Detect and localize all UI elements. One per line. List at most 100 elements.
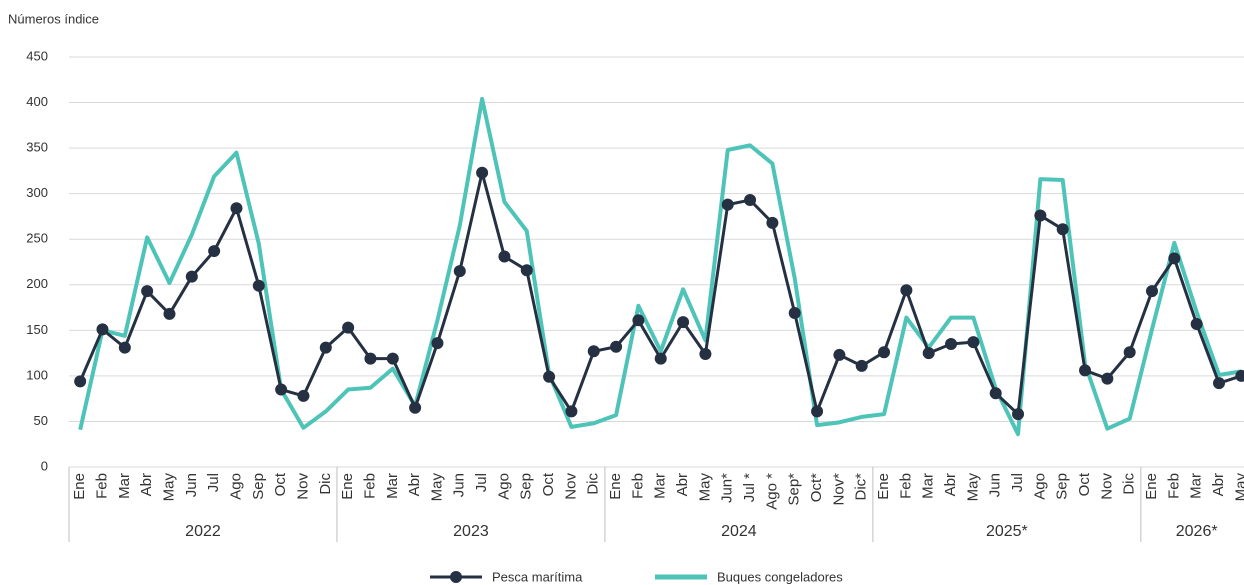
data-point [721,198,734,211]
data-point [520,264,533,277]
y-axis-title: Números índice [8,11,99,26]
data-point [1123,346,1136,359]
x-tick-label: May [428,473,445,502]
x-tick-label: Sep [1054,473,1071,500]
x-tick-label: Oct [1076,472,1093,496]
data-point [878,346,891,359]
x-tick-label: Abr [138,473,155,496]
x-tick-label: Dic* [853,473,870,501]
data-point [632,314,645,327]
data-point [900,284,913,297]
data-point [1079,364,1092,377]
data-point [252,279,265,292]
data-point [342,321,355,334]
x-tick-label: Jun [987,473,1004,497]
x-tick-label: Ago [1031,473,1048,500]
data-point [1168,252,1181,265]
data-point [431,337,444,350]
x-tick-label: Oct [540,472,557,496]
x-tick-label: Oct* [808,473,825,502]
legend-label: Buques congeladores [717,569,843,584]
data-point [967,336,980,349]
data-point [744,194,757,207]
x-tick-label: Feb [629,473,646,499]
data-point [185,270,198,283]
y-tick-label: 250 [26,231,48,246]
data-point [587,345,600,358]
data-point [74,375,87,388]
data-point [945,338,958,350]
x-tick-label: Abr [406,473,423,496]
x-tick-label: Mar [116,473,133,499]
data-point [319,341,332,354]
x-tick-label: Ene [71,473,88,500]
x-tick-label: Jun* [719,473,736,503]
x-tick-label: Feb [897,473,914,499]
group-label: 2025* [986,523,1028,540]
x-tick-label: Sep [250,473,267,500]
x-tick-label: Sep* [786,473,803,506]
x-tick-label: Abr [942,473,959,496]
data-point [677,316,690,329]
data-point [1012,408,1025,421]
x-tick-label: Feb [93,473,110,499]
data-point [498,250,511,263]
x-tick-label: Feb [1165,473,1182,499]
group-label: 2024 [721,523,757,540]
group-label: 2022 [185,523,221,540]
x-tick-label: Ene [1143,473,1160,500]
x-tick-label: May [964,473,981,502]
data-point [1146,285,1159,298]
data-point [610,340,623,353]
legend-label: Pesca marítima [492,569,583,584]
data-point [1101,372,1114,385]
x-tick-label: May [696,473,713,502]
data-point [1212,377,1225,390]
y-tick-label: 450 [26,48,48,63]
x-tick-label: Dic [1121,473,1138,495]
x-tick-label: Nov [1098,473,1115,500]
x-tick-label: Nov [294,473,311,500]
data-point [208,245,221,258]
data-point [543,370,556,383]
x-tick-label: Mar [1188,473,1205,499]
data-point [409,401,422,414]
x-tick-label: Mar [920,473,937,499]
x-tick-label: Ene [875,473,892,500]
data-point [275,383,288,396]
x-tick-label: Jun [183,473,200,497]
y-tick-label: 50 [34,413,48,428]
y-tick-label: 200 [26,276,48,291]
x-tick-label: Jul [205,473,222,492]
data-point [811,405,824,418]
x-tick-label: Ene [607,473,624,500]
data-point [163,307,176,320]
data-point [922,347,935,360]
data-point [1056,223,1069,236]
data-point [364,352,377,365]
data-point [833,348,846,361]
data-point [699,348,712,361]
data-point [788,307,801,320]
series-line [78,96,1242,437]
x-tick-label: Abr [674,473,691,496]
x-tick-label: Jul [1009,473,1026,492]
x-tick-label: Ago [495,473,512,500]
x-tick-label: Dic [585,473,602,495]
x-tick-label: Feb [361,473,378,499]
y-tick-label: 150 [26,322,48,337]
data-point [453,265,466,278]
data-point [654,352,667,365]
data-point [297,389,310,402]
x-tick-label: Ago * [763,473,780,510]
x-tick-label: Abr [1210,473,1227,496]
x-tick-label: Jul [473,473,490,492]
x-tick-label: Mar [652,473,669,499]
x-tick-label: Mar [384,473,401,499]
data-point [386,352,399,365]
data-point [1034,209,1047,222]
group-label: 2026* [1176,523,1218,540]
group-label: 2023 [453,523,489,540]
x-tick-label: Nov [562,473,579,500]
